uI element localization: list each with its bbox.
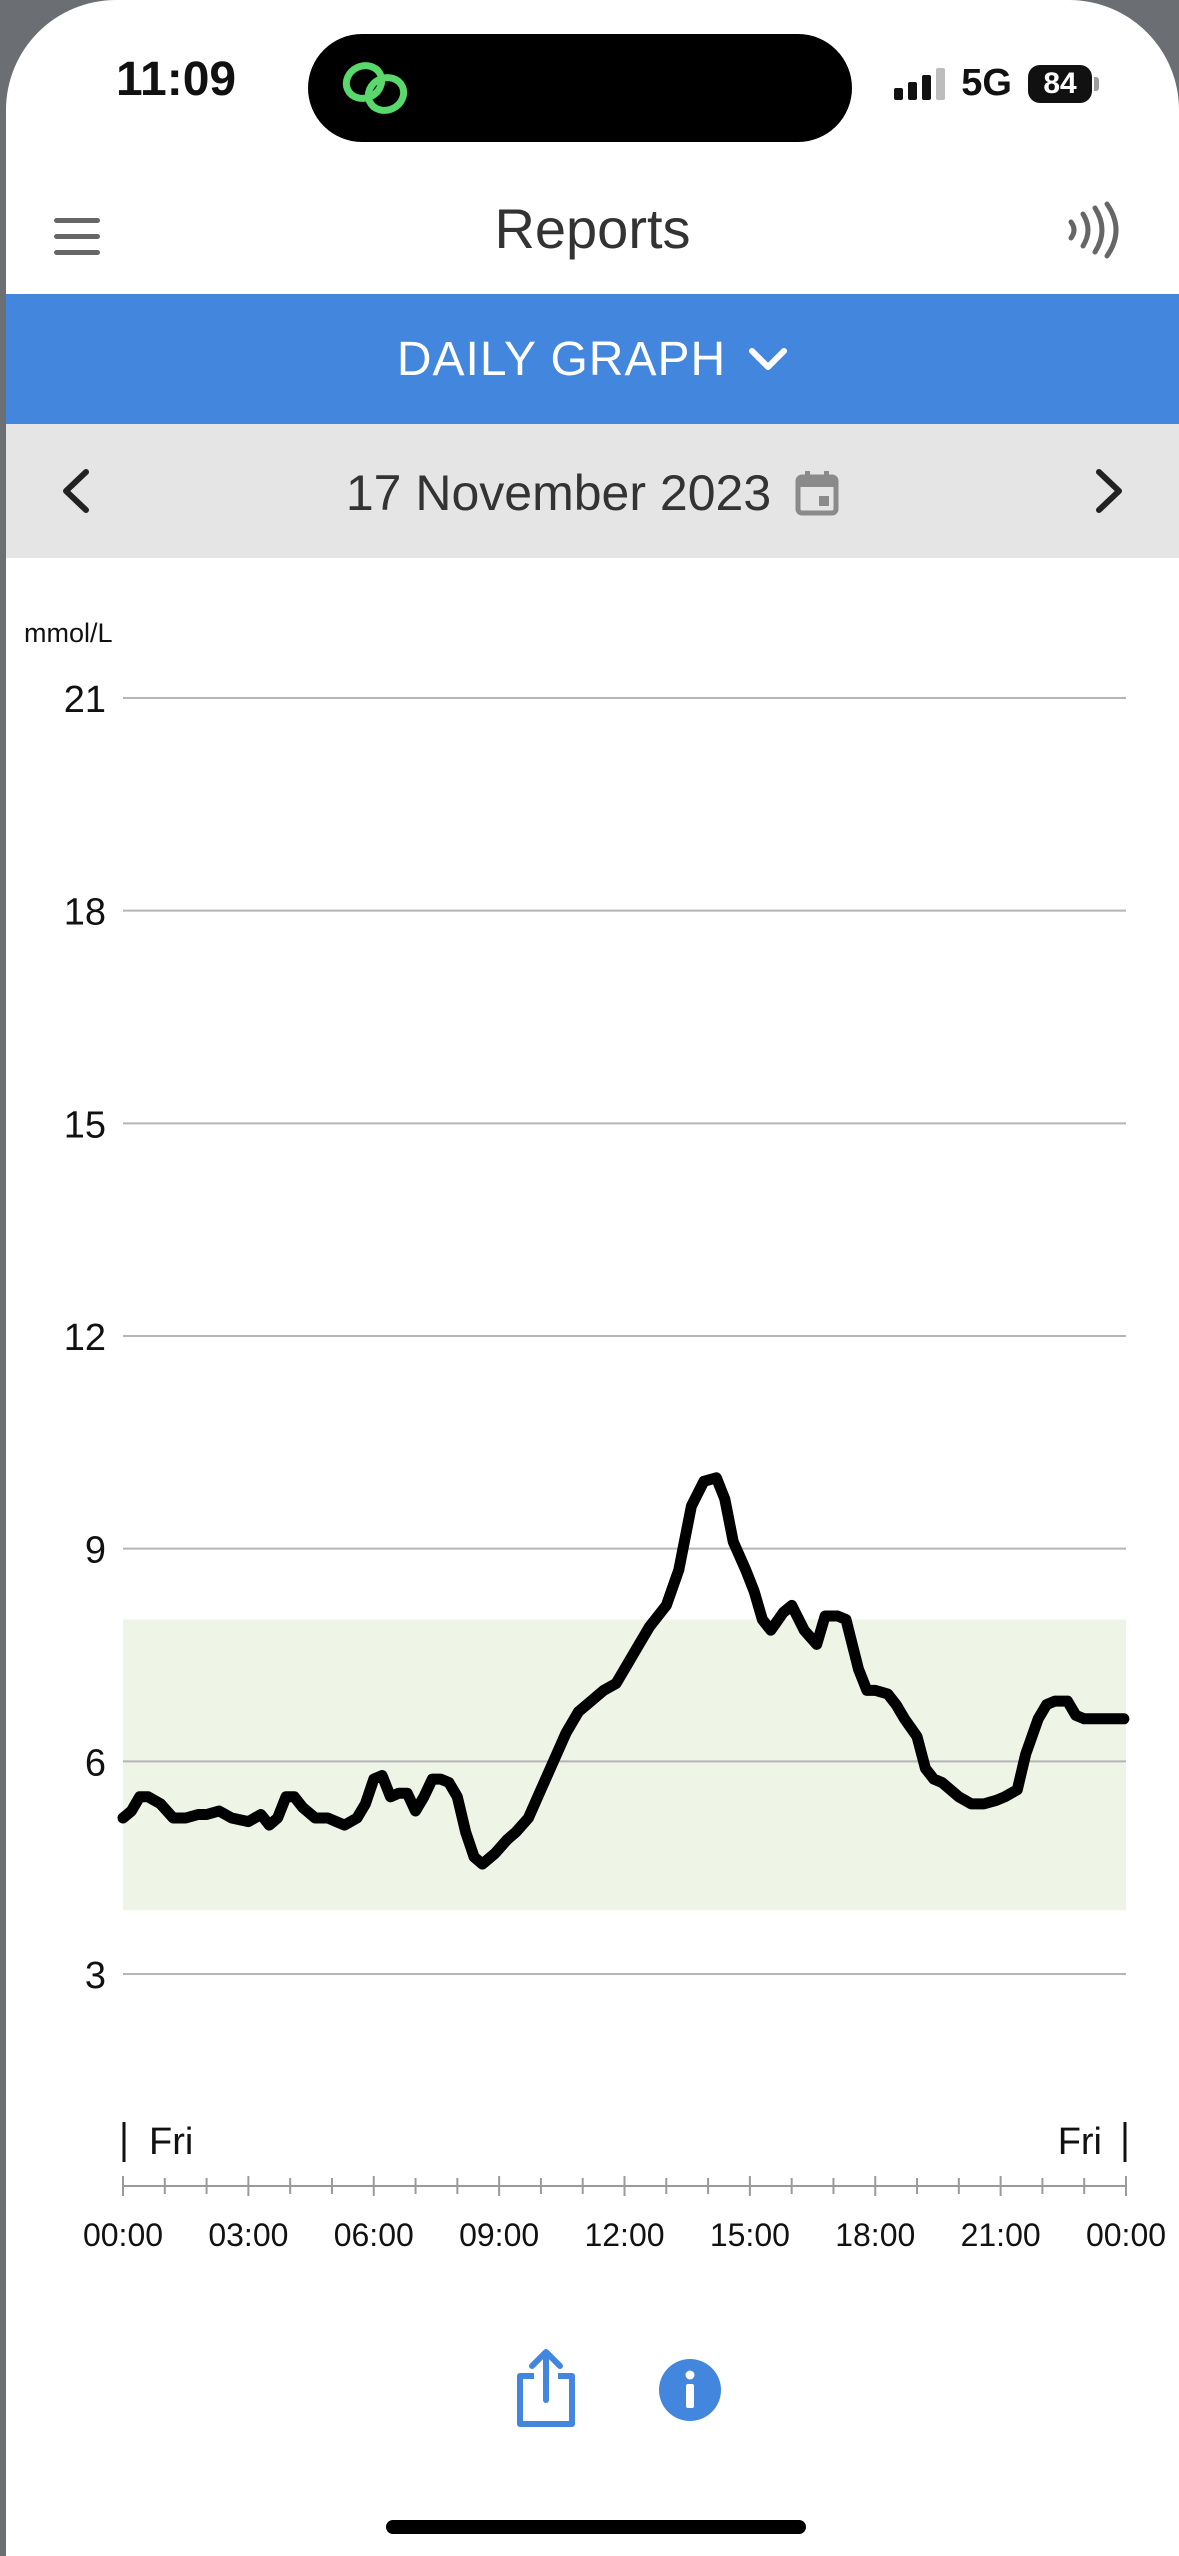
dynamic-island bbox=[308, 34, 852, 142]
page-title: Reports bbox=[494, 197, 691, 260]
network-type: 5G bbox=[961, 62, 1012, 104]
y-tick-label: 18 bbox=[64, 892, 106, 934]
report-type-dropdown[interactable]: DAILY GRAPH bbox=[6, 294, 1179, 424]
battery-icon: 84 bbox=[1028, 64, 1099, 103]
phone-screen: 11:09 5G 84 Reports DAILY GRAPH bbox=[6, 0, 1179, 2556]
date-picker[interactable]: 17 November 2023 bbox=[6, 464, 1179, 522]
status-indicators: 5G 84 bbox=[894, 62, 1099, 105]
cellular-signal-icon bbox=[894, 67, 946, 100]
x-tick-label: 15:00 bbox=[710, 2217, 790, 2253]
x-tick-label: 12:00 bbox=[584, 2217, 664, 2253]
battery-level: 84 bbox=[1028, 64, 1092, 103]
previous-day-button[interactable] bbox=[58, 466, 94, 516]
chevron-down-icon bbox=[749, 348, 788, 370]
y-tick-label: 12 bbox=[64, 1317, 106, 1359]
day-end-label: Fri bbox=[1058, 2121, 1102, 2163]
x-tick-label: 00:00 bbox=[1086, 2217, 1166, 2253]
share-button[interactable] bbox=[514, 2348, 578, 2428]
x-tick-label: 00:00 bbox=[83, 2217, 163, 2253]
y-tick-label: 6 bbox=[85, 1742, 106, 1784]
y-axis-unit-label: mmol/L bbox=[24, 618, 113, 648]
nfc-scan-icon[interactable] bbox=[1065, 200, 1125, 260]
hamburger-menu-icon[interactable] bbox=[54, 218, 100, 266]
calendar-icon bbox=[795, 471, 839, 516]
next-day-button[interactable] bbox=[1091, 466, 1127, 516]
glucose-series-line bbox=[117, 1472, 1130, 1870]
selected-date: 17 November 2023 bbox=[345, 465, 772, 521]
info-button[interactable] bbox=[658, 2358, 722, 2422]
y-tick-label: 21 bbox=[64, 679, 106, 721]
status-time: 11:09 bbox=[116, 53, 237, 106]
glucose-daily-chart: mmol/L 21 18 15 12 9 6 3 00:00 03:00 06:00 09:00 12:… bbox=[24, 618, 1166, 2253]
x-tick-label: 21:00 bbox=[961, 2217, 1041, 2253]
day-start-label: Fri bbox=[149, 2121, 193, 2163]
y-tick-label: 15 bbox=[64, 1104, 106, 1146]
x-tick-label: 03:00 bbox=[208, 2217, 288, 2253]
y-tick-label: 9 bbox=[85, 1530, 106, 1572]
x-tick-label: 09:00 bbox=[459, 2217, 539, 2253]
x-tick-label: 18:00 bbox=[835, 2217, 915, 2253]
x-tick-label: 06:00 bbox=[334, 2217, 414, 2253]
link-app-icon bbox=[342, 62, 408, 114]
home-indicator bbox=[386, 2520, 806, 2534]
date-navigation: 17 November 2023 bbox=[6, 424, 1179, 558]
y-tick-label: 3 bbox=[85, 1955, 106, 1997]
report-type-label: DAILY GRAPH bbox=[396, 332, 727, 386]
